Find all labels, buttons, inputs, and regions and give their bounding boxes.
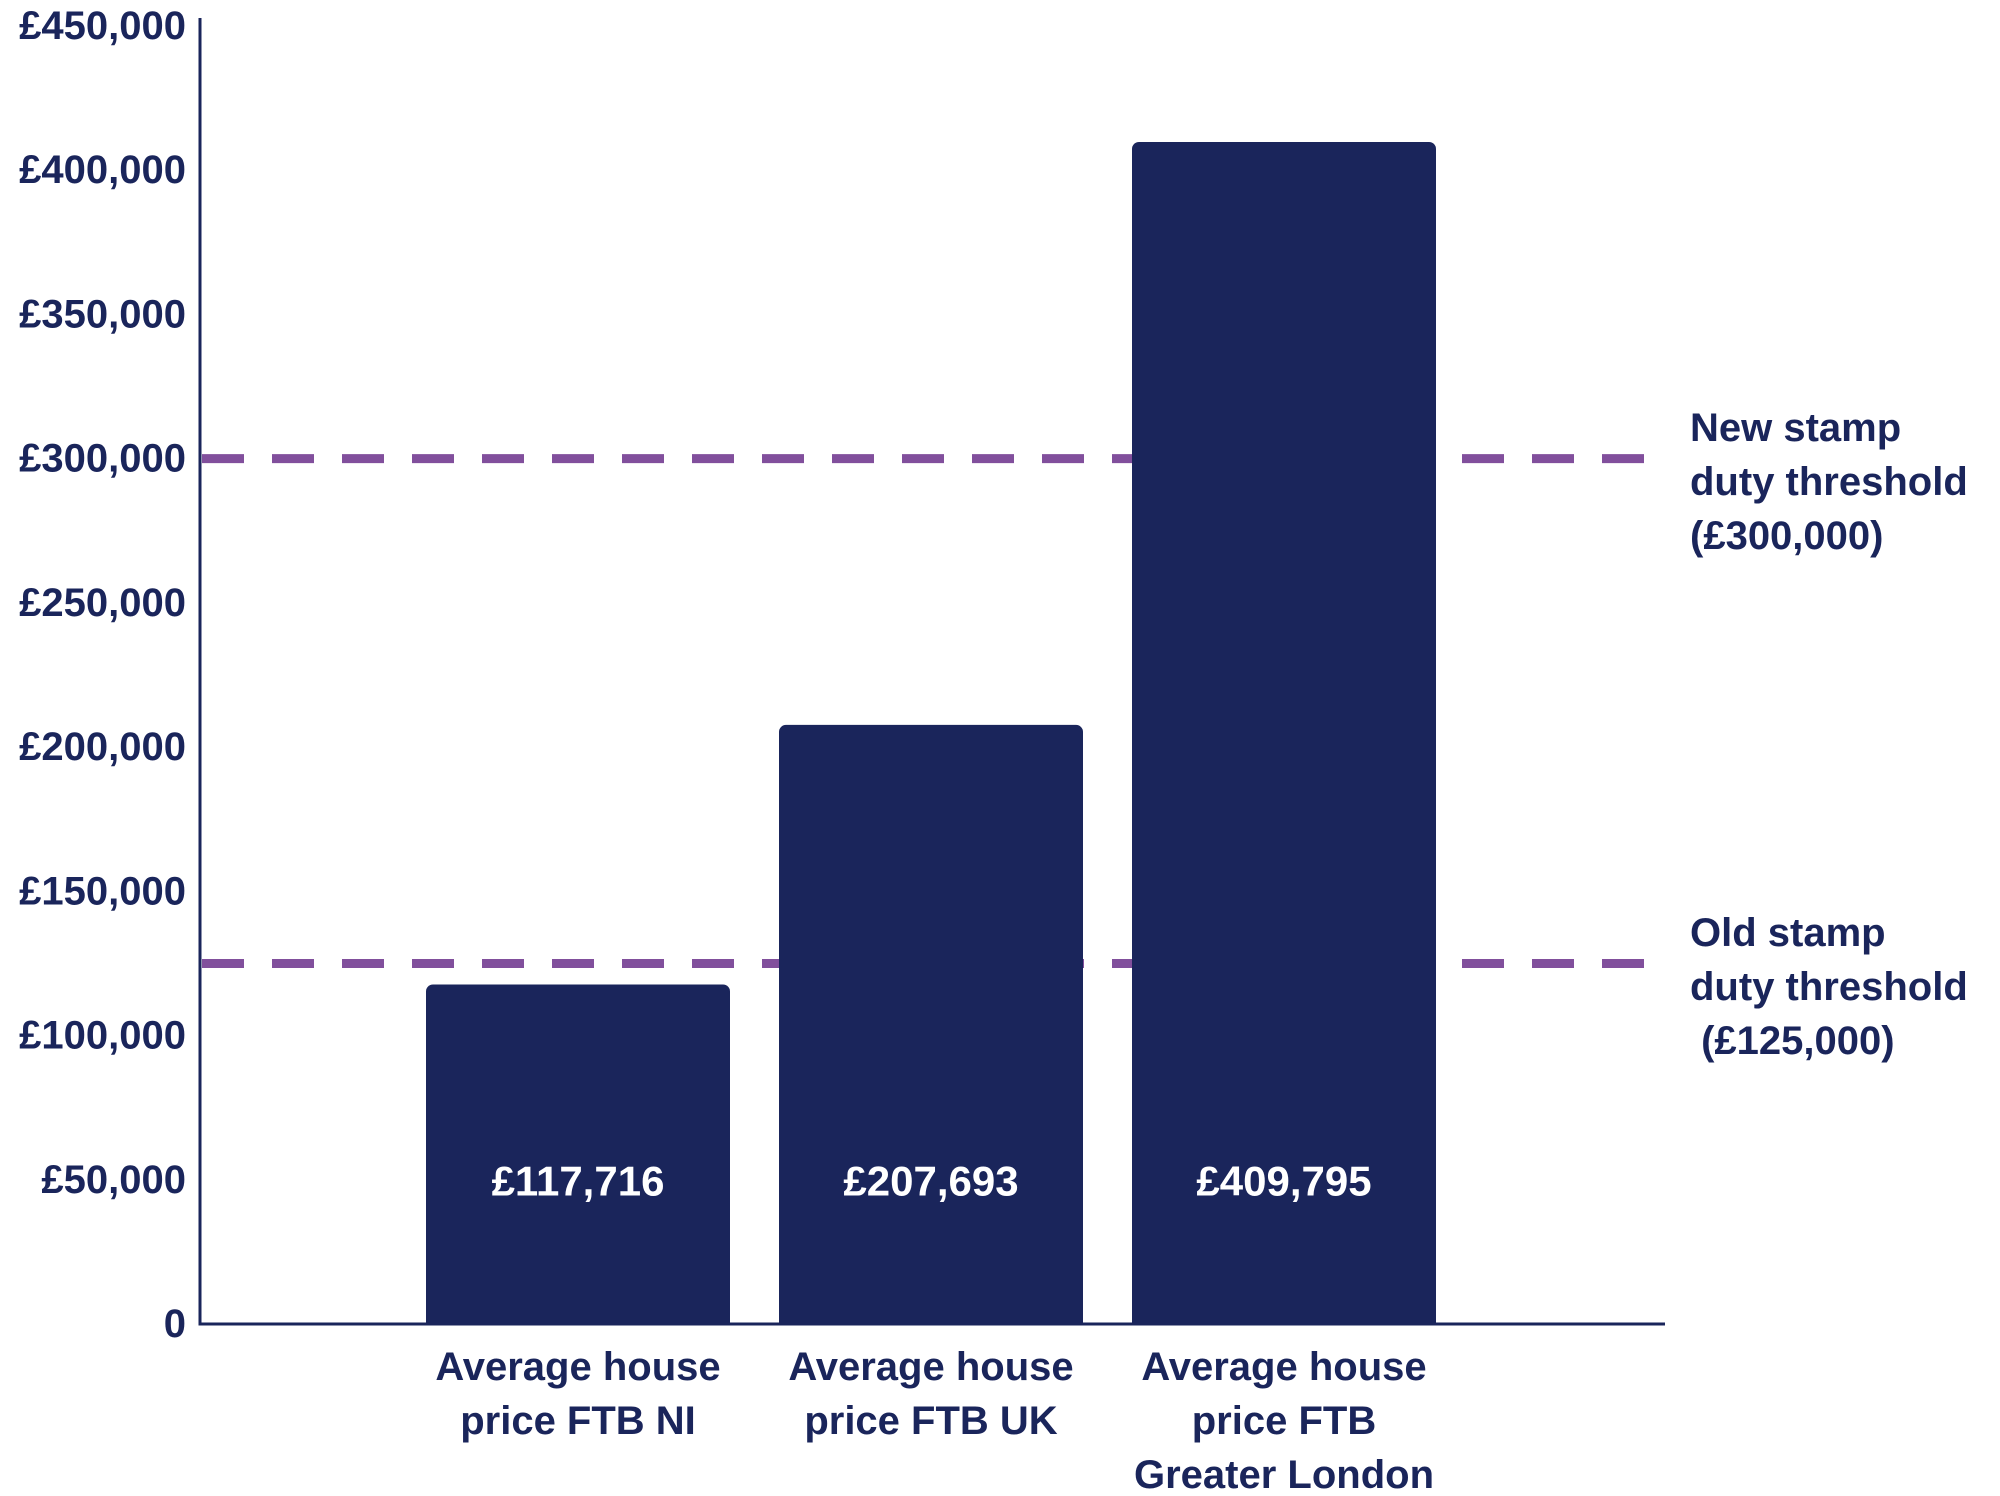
bar-1-base (426, 1312, 730, 1324)
threshold-label-line: (£125,000) (1690, 1019, 1895, 1063)
threshold-label-line: (£300,000) (1690, 514, 1883, 558)
bar-value-label: £117,716 (492, 1158, 665, 1205)
x-category-label-line: Average house (1141, 1345, 1426, 1389)
y-tick-label: £350,000 (19, 292, 186, 336)
bar-2-base (779, 1312, 1083, 1324)
x-category-label: Average house price FTB Greater London (1134, 1345, 1434, 1496)
threshold-label-1: New stamp duty threshold (£300,000) (1690, 406, 1968, 558)
y-tick-label: £300,000 (19, 437, 186, 481)
y-tick-label: £50,000 (41, 1158, 186, 1202)
axes-layer (198, 18, 1665, 1326)
threshold-label-line: duty threshold (1690, 460, 1968, 504)
labels-layer: 0 £50,000 £100,000 £150,000 £200,000 £250,000… (19, 4, 1968, 1496)
bar-2 (779, 724, 1083, 1324)
x-category-label-line: Average house (788, 1345, 1073, 1389)
y-tick-label: £150,000 (19, 869, 186, 913)
y-tick-label: £200,000 (19, 725, 186, 769)
y-tick-label: £100,000 (19, 1014, 186, 1058)
threshold-label-line: duty threshold (1690, 965, 1968, 1009)
x-category-label-line: price FTB UK (804, 1399, 1057, 1443)
x-category-label-line: Greater London (1134, 1453, 1434, 1496)
bar-1 (426, 984, 730, 1324)
bar-3 (1132, 141, 1436, 1324)
bar-value-label: £207,693 (843, 1158, 1018, 1205)
x-category-label: Average house price FTB NI (435, 1345, 720, 1443)
x-category-label-line: price FTB NI (460, 1399, 696, 1443)
bars-layer (426, 141, 1436, 1324)
x-category-label-line: Average house (435, 1345, 720, 1389)
x-category-label: Average house price FTB UK (788, 1345, 1073, 1443)
x-category-label-line: price FTB (1192, 1399, 1376, 1443)
threshold-label-line: Old stamp (1690, 911, 1886, 955)
y-tick-label: £250,000 (19, 581, 186, 625)
bar-value-label: £409,795 (1196, 1158, 1371, 1205)
threshold-label-line: New stamp (1690, 406, 1901, 450)
threshold-label-2: Old stamp duty threshold (£125,000) (1690, 911, 1968, 1063)
bar-3-base (1132, 1312, 1436, 1324)
y-tick-label: £450,000 (19, 4, 186, 48)
y-tick-label: £400,000 (19, 148, 186, 192)
y-tick-label: 0 (164, 1302, 186, 1346)
